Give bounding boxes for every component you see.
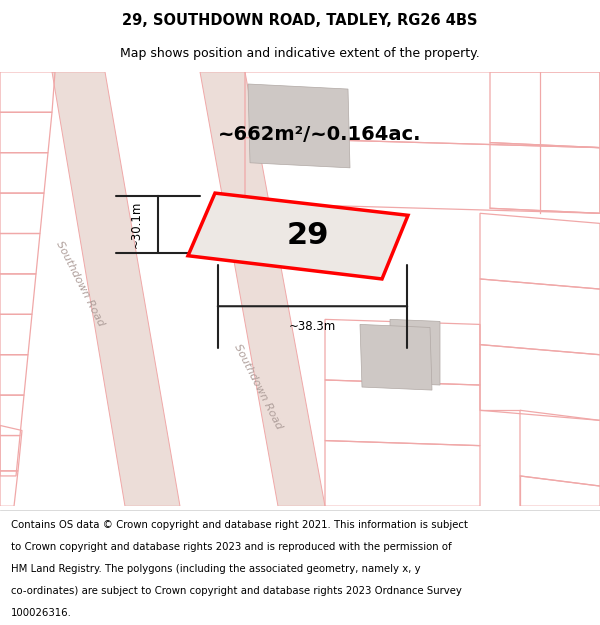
Text: Map shows position and indicative extent of the property.: Map shows position and indicative extent… (120, 48, 480, 61)
Polygon shape (200, 72, 325, 506)
Polygon shape (390, 319, 440, 385)
Text: ~38.3m: ~38.3m (289, 320, 336, 333)
Text: ~30.1m: ~30.1m (130, 201, 143, 248)
Polygon shape (360, 324, 432, 390)
Text: Contains OS data © Crown copyright and database right 2021. This information is : Contains OS data © Crown copyright and d… (11, 521, 468, 531)
Polygon shape (188, 193, 408, 279)
Text: 29, SOUTHDOWN ROAD, TADLEY, RG26 4BS: 29, SOUTHDOWN ROAD, TADLEY, RG26 4BS (122, 12, 478, 28)
Text: co-ordinates) are subject to Crown copyright and database rights 2023 Ordnance S: co-ordinates) are subject to Crown copyr… (11, 586, 461, 596)
Text: 29: 29 (287, 221, 329, 250)
Text: 100026316.: 100026316. (11, 608, 71, 618)
Text: Southdown Road: Southdown Road (232, 342, 284, 431)
Text: ~662m²/~0.164ac.: ~662m²/~0.164ac. (218, 125, 422, 144)
Polygon shape (52, 72, 180, 506)
Text: to Crown copyright and database rights 2023 and is reproduced with the permissio: to Crown copyright and database rights 2… (11, 542, 451, 552)
Polygon shape (248, 84, 350, 168)
Text: HM Land Registry. The polygons (including the associated geometry, namely x, y: HM Land Registry. The polygons (includin… (11, 564, 421, 574)
Text: Southdown Road: Southdown Road (54, 240, 106, 328)
